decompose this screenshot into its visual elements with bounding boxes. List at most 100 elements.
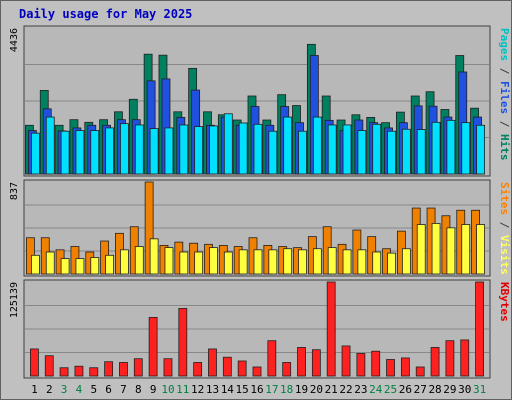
legend-part: Sites	[498, 182, 511, 215]
bar-sites-day-23	[357, 249, 367, 275]
bar-kbytes-day-24	[371, 350, 381, 377]
bar-pages-day-12	[194, 126, 204, 175]
x-tick-label: 19	[295, 383, 308, 396]
bar-pages-day-5	[90, 130, 100, 175]
x-tick-label: 28	[428, 383, 441, 396]
bar-pages-day-8	[134, 124, 144, 175]
bar-kbytes-day-15	[237, 360, 247, 377]
bar-kbytes-day-20	[311, 349, 321, 377]
bar-pages-day-20	[312, 116, 322, 175]
x-axis: 1 2 3 4 5 6 7 8 9 10 11 12 13 14 15 16 17 18 19 20 21 22 23 24 2…	[31, 383, 486, 396]
bar-sites-day-17	[268, 249, 278, 275]
bar-kbytes-day-1	[30, 348, 39, 377]
bar-kbytes-day-10	[163, 358, 173, 377]
x-tick-label: 3	[61, 383, 68, 396]
legend-part: /	[498, 215, 511, 235]
bar-sites-day-20	[312, 248, 322, 275]
bar-sites-day-25	[387, 252, 396, 275]
bar-pages-day-31	[476, 124, 485, 175]
bar-pages-day-26	[401, 128, 411, 175]
bar-pages-day-1	[31, 132, 40, 175]
x-tick-label: 31	[473, 383, 486, 396]
bar-kbytes-day-17	[267, 340, 277, 377]
bar-sites-day-29	[446, 227, 456, 275]
bar-sites-day-30	[461, 224, 471, 275]
bar-kbytes-day-9	[148, 317, 158, 377]
x-tick-label: 17	[265, 383, 278, 396]
bar-kbytes-day-11	[178, 307, 188, 377]
bar-pages-day-9	[149, 128, 159, 175]
bar-sites-day-31	[476, 224, 485, 275]
bar-pages-day-2	[45, 116, 55, 175]
bar-kbytes-day-4	[74, 365, 84, 377]
x-tick-label: 21	[325, 383, 338, 396]
bar-sites-day-16	[253, 249, 263, 275]
bar-sites-day-22	[342, 249, 352, 275]
bar-pages-day-13	[209, 125, 218, 175]
bar-kbytes-day-23	[356, 353, 366, 377]
bar-kbytes-day-29	[445, 340, 455, 377]
bar-pages-day-17	[268, 130, 278, 175]
x-tick-label: 24	[369, 383, 383, 396]
y-max-label: 4436	[9, 28, 20, 52]
bar-pages-day-19	[298, 130, 307, 175]
x-tick-label: 6	[105, 383, 112, 396]
bar-kbytes-day-31	[475, 281, 484, 377]
x-tick-label: 30	[458, 383, 471, 396]
x-tick-label: 25	[384, 383, 397, 396]
x-tick-label: 23	[354, 383, 367, 396]
panel-kbytes: 125139 KBytes	[9, 279, 511, 379]
bar-kbytes-day-16	[252, 366, 262, 377]
bar-kbytes-day-30	[460, 339, 470, 377]
bar-sites-day-26	[401, 248, 411, 275]
bar-kbytes-day-22	[341, 345, 351, 377]
legend-part: KBytes	[498, 282, 511, 322]
bar-pages-day-21	[327, 124, 337, 175]
bar-pages-day-25	[387, 130, 396, 175]
bar-sites-day-1	[31, 254, 40, 275]
x-tick-label: 22	[339, 383, 352, 396]
bar-sites-day-2	[45, 251, 55, 275]
bar-kbytes-day-12	[193, 362, 203, 377]
panel-visits-sites: 837 Sites / Visits	[9, 179, 511, 277]
bar-kbytes-day-2	[44, 355, 54, 377]
bar-pages-day-22	[342, 124, 352, 175]
bar-pages-day-14	[223, 113, 233, 175]
bar-pages-day-16	[253, 123, 263, 175]
bar-pages-day-30	[461, 122, 471, 175]
bar-sites-day-24	[372, 251, 382, 275]
x-tick-label: 10	[161, 383, 174, 396]
bar-visits-day-9	[144, 181, 154, 275]
bar-pages-day-29	[446, 119, 456, 175]
bar-sites-day-19	[298, 249, 307, 275]
bar-sites-day-7	[120, 249, 129, 275]
bar-pages-day-18	[283, 116, 293, 175]
bar-pages-day-7	[120, 123, 129, 175]
bar-sites-day-8	[134, 246, 144, 275]
x-tick-label: 20	[310, 383, 323, 396]
bar-sites-day-6	[105, 254, 115, 275]
bar-kbytes-day-28	[430, 347, 440, 377]
bar-sites-day-12	[194, 251, 204, 275]
x-tick-label: 8	[135, 383, 142, 396]
bar-sites-day-15	[238, 249, 248, 275]
series-legend-label: Sites / Visits	[498, 182, 511, 275]
bar-sites-day-4	[75, 258, 85, 275]
bar-sites-day-10	[164, 247, 174, 275]
bar-sites-day-3	[60, 258, 70, 275]
bar-pages-day-4	[75, 130, 85, 175]
x-tick-label: 15	[236, 383, 249, 396]
bar-sites-day-21	[327, 247, 337, 275]
bar-kbytes-day-13	[208, 348, 217, 377]
panel-pages-files-hits: 4436 Pages / Files / Hits	[9, 25, 511, 177]
bar-sites-day-13	[209, 247, 218, 275]
x-tick-label: 2	[46, 383, 53, 396]
x-tick-label: 11	[176, 383, 189, 396]
bar-kbytes-day-25	[386, 359, 395, 377]
bar-kbytes-day-14	[222, 356, 232, 377]
bar-pages-day-27	[416, 129, 426, 175]
bar-kbytes-day-7	[119, 362, 128, 377]
series-legend-label: Pages / Files / Hits	[498, 28, 511, 161]
x-tick-label: 9	[150, 383, 157, 396]
